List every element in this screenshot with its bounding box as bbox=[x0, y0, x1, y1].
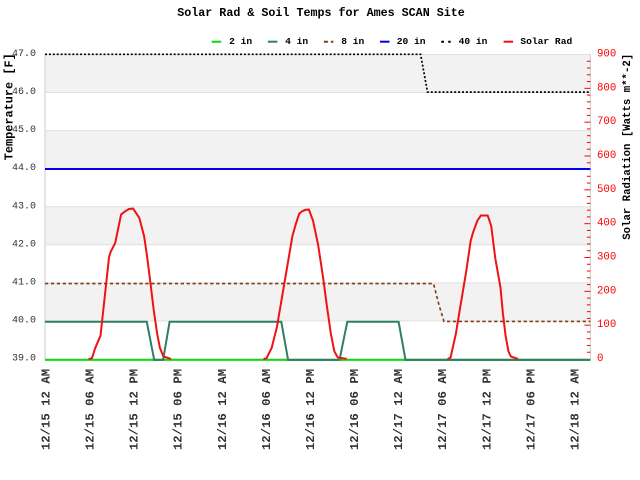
svg-text:300: 300 bbox=[597, 252, 616, 264]
svg-text:2 in: 2 in bbox=[229, 36, 252, 47]
svg-text:12/16 12 PM: 12/16 12 PM bbox=[304, 369, 318, 450]
svg-text:12/17 12 PM: 12/17 12 PM bbox=[480, 369, 494, 450]
svg-text:12/17 06 PM: 12/17 06 PM bbox=[524, 369, 538, 450]
svg-text:700: 700 bbox=[597, 116, 616, 128]
svg-text:39.0: 39.0 bbox=[12, 354, 36, 365]
svg-text:0: 0 bbox=[597, 353, 603, 365]
svg-text:12/17 12 AM: 12/17 12 AM bbox=[392, 369, 406, 450]
svg-text:12/15 12 PM: 12/15 12 PM bbox=[128, 369, 142, 450]
svg-text:12/15 12 AM: 12/15 12 AM bbox=[39, 369, 53, 450]
svg-text:400: 400 bbox=[597, 218, 616, 230]
svg-text:12/16 12 AM: 12/16 12 AM bbox=[216, 369, 230, 450]
svg-text:Temperature [F]: Temperature [F] bbox=[3, 53, 17, 160]
svg-text:12/16 06 AM: 12/16 06 AM bbox=[260, 369, 274, 450]
svg-text:200: 200 bbox=[597, 285, 616, 297]
svg-text:8 in: 8 in bbox=[341, 36, 364, 47]
svg-text:47.0: 47.0 bbox=[12, 49, 36, 60]
svg-text:12/16 06 PM: 12/16 06 PM bbox=[348, 369, 362, 450]
svg-text:20 in: 20 in bbox=[397, 36, 426, 47]
svg-text:42.0: 42.0 bbox=[12, 239, 36, 250]
svg-text:600: 600 bbox=[597, 150, 616, 162]
svg-text:800: 800 bbox=[597, 82, 616, 94]
svg-text:45.0: 45.0 bbox=[12, 125, 36, 136]
svg-text:12/18 12 AM: 12/18 12 AM bbox=[569, 369, 583, 450]
svg-text:Solar Radiation [Watts m**-2]: Solar Radiation [Watts m**-2] bbox=[622, 54, 634, 240]
svg-text:43.0: 43.0 bbox=[12, 201, 36, 212]
svg-text:100: 100 bbox=[597, 319, 616, 331]
svg-text:Solar Rad & Soil Temps for Ame: Solar Rad & Soil Temps for Ames SCAN Sit… bbox=[177, 6, 465, 20]
svg-text:Solar Rad: Solar Rad bbox=[520, 36, 572, 47]
svg-text:900: 900 bbox=[597, 49, 616, 61]
svg-text:40.0: 40.0 bbox=[12, 315, 36, 326]
svg-text:44.0: 44.0 bbox=[12, 163, 36, 174]
svg-text:4 in: 4 in bbox=[285, 36, 308, 47]
svg-text:12/15 06 AM: 12/15 06 AM bbox=[84, 369, 98, 450]
svg-text:40 in: 40 in bbox=[459, 36, 488, 47]
svg-text:46.0: 46.0 bbox=[12, 87, 36, 98]
svg-text:12/17 06 AM: 12/17 06 AM bbox=[436, 369, 450, 450]
svg-text:12/15 06 PM: 12/15 06 PM bbox=[172, 369, 186, 450]
svg-text:41.0: 41.0 bbox=[12, 277, 36, 288]
svg-text:500: 500 bbox=[597, 184, 616, 196]
